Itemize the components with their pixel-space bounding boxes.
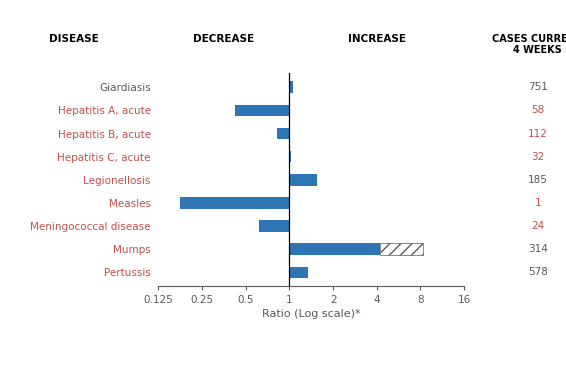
Text: 1: 1 xyxy=(534,198,541,208)
Bar xyxy=(259,220,289,232)
Text: 58: 58 xyxy=(531,105,544,115)
Text: INCREASE: INCREASE xyxy=(348,34,406,44)
Text: 24: 24 xyxy=(531,221,544,231)
Bar xyxy=(380,243,423,255)
Bar xyxy=(179,197,289,209)
Text: CASES CURRENT: CASES CURRENT xyxy=(492,34,566,44)
Text: 751: 751 xyxy=(528,82,548,92)
Bar xyxy=(289,266,308,278)
Bar xyxy=(289,81,293,93)
Text: DISEASE: DISEASE xyxy=(49,34,98,44)
Text: 32: 32 xyxy=(531,152,544,162)
Text: 578: 578 xyxy=(528,268,548,277)
Text: 4 WEEKS: 4 WEEKS xyxy=(513,45,562,55)
Text: DECREASE: DECREASE xyxy=(194,34,255,44)
Bar xyxy=(289,151,291,163)
Bar xyxy=(277,128,289,139)
Text: 112: 112 xyxy=(528,128,548,139)
Text: 314: 314 xyxy=(528,244,548,254)
Bar xyxy=(289,243,380,255)
Text: 185: 185 xyxy=(528,175,548,185)
Bar xyxy=(289,174,317,186)
Bar xyxy=(235,105,289,116)
X-axis label: Ratio (Log scale)*: Ratio (Log scale)* xyxy=(262,309,361,319)
